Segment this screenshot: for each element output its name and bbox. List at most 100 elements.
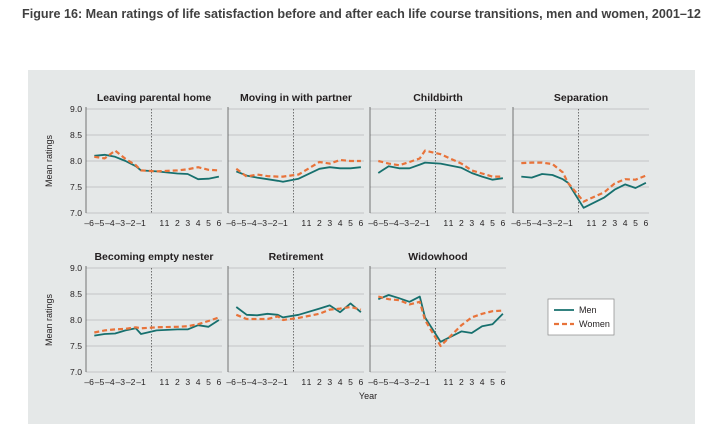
x-tick-label: –3 [399, 218, 409, 228]
x-tick-label: 1 [586, 218, 591, 228]
y-tick-label: 8.5 [70, 289, 82, 299]
x-tick-label: –5 [237, 218, 247, 228]
x-tick-label: 3 [469, 377, 474, 387]
chart-background [28, 70, 695, 424]
x-tick-label: 2 [459, 377, 464, 387]
x-tick-label: 2 [459, 218, 464, 228]
x-tick-label: –3 [257, 218, 267, 228]
x-tick-label: –6 [226, 218, 236, 228]
y-tick-label: 8.0 [70, 315, 82, 325]
x-tick-label: –5 [379, 218, 389, 228]
y-axis-title: Mean ratings [44, 293, 54, 346]
x-tick-label: 6 [500, 377, 505, 387]
x-tick-label: 3 [185, 377, 190, 387]
series-women-line [235, 305, 362, 322]
x-tick-label: 4 [196, 218, 201, 228]
series-men-line [377, 294, 504, 343]
x-tick-label: 6 [216, 218, 221, 228]
x-tick-label: 3 [185, 218, 190, 228]
panel-leaving-parental-home: Leaving parental home–6 –5 –4 –3 –2 –1 1 1 2 3 4 5 6… [44, 92, 222, 228]
x-tick-label: 1 [307, 218, 312, 228]
series-men-line [377, 161, 504, 181]
panel-title: Retirement [269, 251, 324, 263]
y-tick-label: 7.5 [70, 341, 82, 351]
x-tick-label: –4 [247, 377, 257, 387]
panel-title: Childbirth [413, 92, 463, 104]
panel-retirement: Retirement–6 –5 –4 –3 –2 –1 1 1 2 3 4 5 6 [226, 251, 364, 387]
legend-label-men: Men [579, 305, 597, 315]
y-tick-label: 8.0 [70, 156, 82, 166]
x-tick-label: 3 [612, 218, 617, 228]
x-tick-label: 4 [338, 377, 343, 387]
x-tick-label: –5 [522, 218, 532, 228]
panel-title: Separation [554, 92, 608, 104]
x-tick-label: –2 [410, 218, 420, 228]
x-tick-label: 2 [175, 218, 180, 228]
x-tick-label: 6 [358, 218, 363, 228]
x-tick-label: –3 [115, 377, 125, 387]
x-tick-label: 1 [592, 218, 597, 228]
x-tick-label: 2 [317, 218, 322, 228]
x-tick-label: 1 [159, 377, 164, 387]
x-tick-label: 2 [317, 377, 322, 387]
x-tick-label: –6 [84, 218, 94, 228]
x-tick-label: 6 [216, 377, 221, 387]
x-tick-label: –1 [278, 218, 288, 228]
x-tick-label: 4 [196, 377, 201, 387]
x-tick-label: –2 [268, 218, 278, 228]
x-tick-label: –3 [115, 218, 125, 228]
legend-box [547, 298, 615, 336]
panel-title: Leaving parental home [97, 92, 212, 104]
x-tick-label: –2 [410, 377, 420, 387]
x-tick-label: 4 [480, 377, 485, 387]
x-tick-label: 1 [449, 377, 454, 387]
x-tick-label: –4 [105, 218, 115, 228]
x-tick-label: –4 [389, 218, 399, 228]
x-tick-label: 1 [165, 377, 170, 387]
x-tick-label: 2 [175, 377, 180, 387]
x-tick-label: –2 [553, 218, 563, 228]
panel-moving-in-with-partner: Moving in with partner–6 –5 –4 –3 –2 –1 1 1 2 3 4 5… [226, 92, 364, 228]
x-tick-label: 1 [165, 218, 170, 228]
x-tick-label: –1 [278, 377, 288, 387]
y-tick-label: 9.0 [70, 263, 82, 273]
series-men-line [94, 319, 220, 337]
x-tick-label: –1 [136, 377, 146, 387]
x-tick-label: –6 [84, 377, 94, 387]
panel-title: Becoming empty nester [94, 251, 213, 263]
x-tick-label: 1 [449, 218, 454, 228]
x-tick-label: 5 [206, 218, 211, 228]
y-tick-label: 9.0 [70, 104, 82, 114]
x-tick-label: –1 [420, 218, 430, 228]
x-tick-label: –4 [389, 377, 399, 387]
x-tick-label: 5 [490, 218, 495, 228]
x-tick-label: 1 [443, 377, 448, 387]
x-tick-label: 1 [159, 218, 164, 228]
x-tick-label: 1 [301, 218, 306, 228]
x-tick-label: 2 [602, 218, 607, 228]
x-tick-label: 1 [443, 218, 448, 228]
x-tick-label: 3 [469, 218, 474, 228]
x-tick-label: –6 [368, 377, 378, 387]
series-women-line [94, 316, 220, 334]
series-women-line [378, 149, 503, 178]
panel-childbirth: Childbirth–6 –5 –4 –3 –2 –1 1 1 2 3 4 5 6 [368, 92, 506, 228]
x-tick-label: 4 [338, 218, 343, 228]
series-men-line [521, 173, 647, 209]
x-tick-label: 3 [327, 377, 332, 387]
series-women-line [521, 161, 647, 203]
x-tick-label: 5 [206, 377, 211, 387]
panel-title: Moving in with partner [240, 92, 352, 104]
x-tick-label: –6 [226, 377, 236, 387]
x-tick-label: 1 [301, 377, 306, 387]
panel-widowhood: Widowhood–6 –5 –4 –3 –2 –1 1 1 2 3 4 5 6 [368, 251, 506, 387]
x-tick-label: 6 [643, 218, 648, 228]
x-tick-label: –6 [511, 218, 521, 228]
legend: Men Women [547, 298, 615, 336]
x-tick-label: 6 [500, 218, 505, 228]
figure-title: Figure 16: Mean ratings of life satisfac… [22, 7, 701, 21]
x-tick-label: –4 [247, 218, 257, 228]
series-women-line [235, 158, 361, 178]
x-tick-label: 5 [490, 377, 495, 387]
